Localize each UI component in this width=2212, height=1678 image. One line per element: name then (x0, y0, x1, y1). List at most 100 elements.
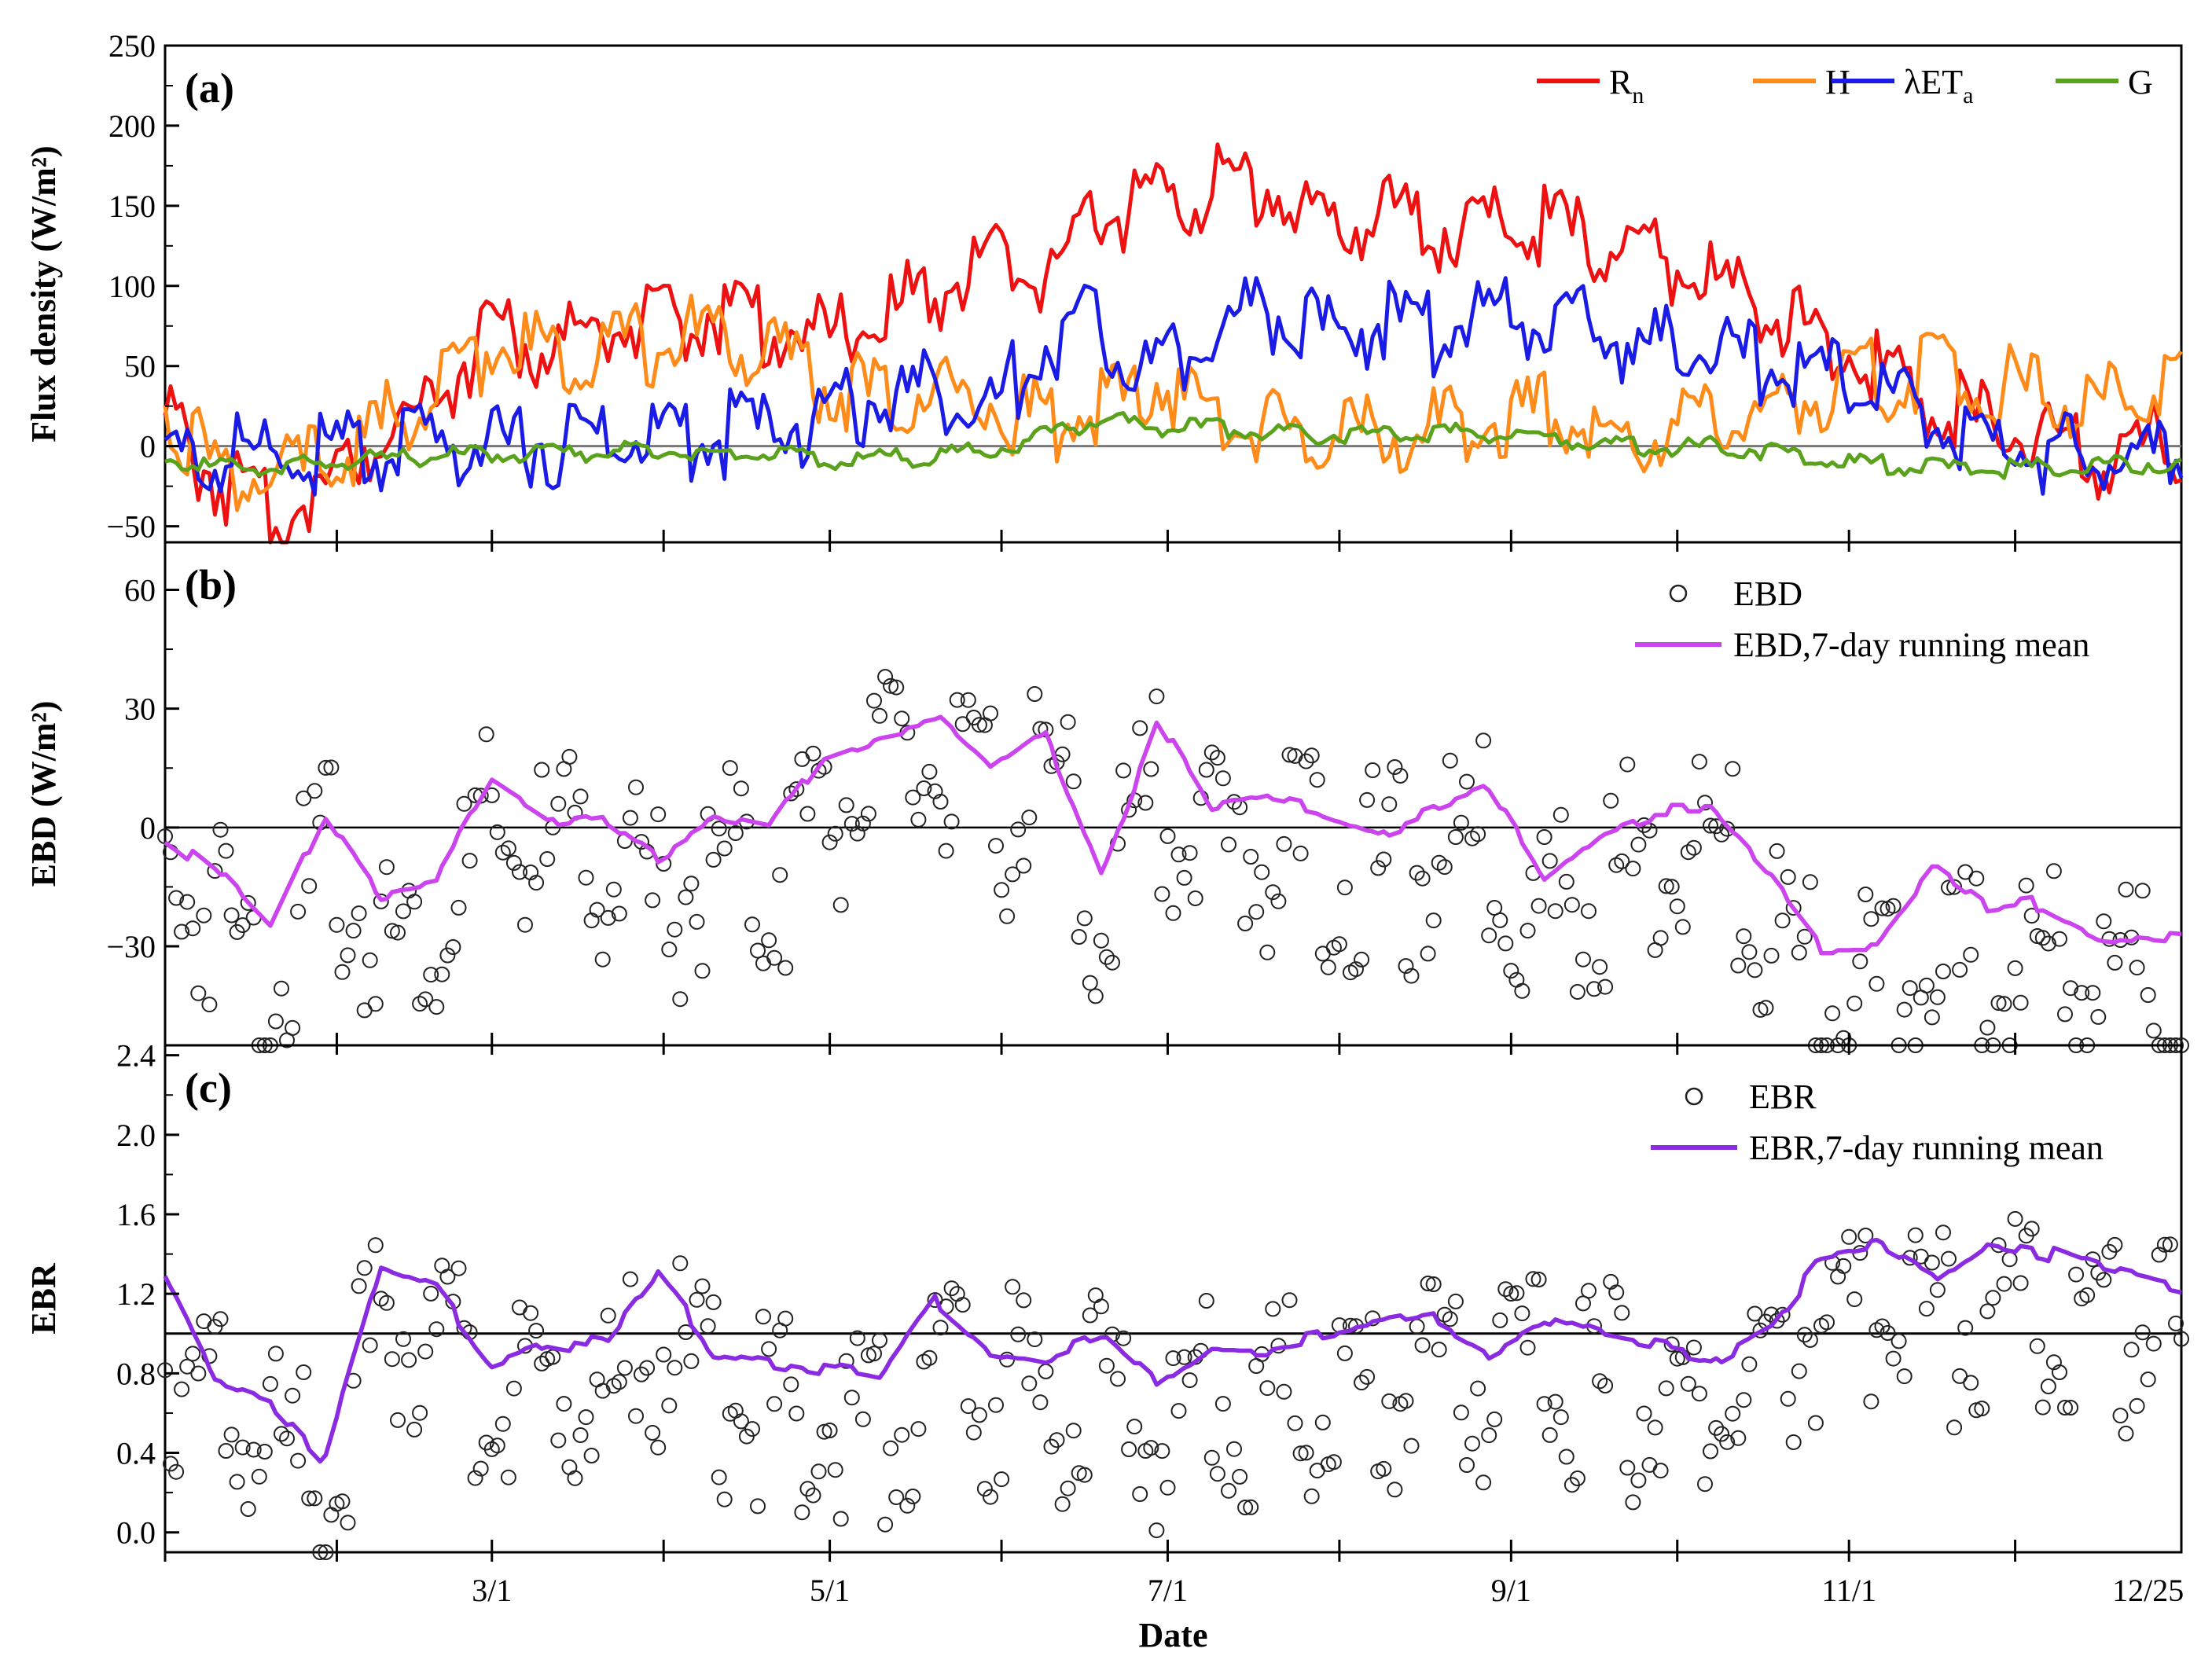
legend-label-subscript: n (1632, 83, 1644, 108)
data-point (965, 1424, 982, 1441)
data-point (849, 1330, 865, 1346)
data-point (2029, 1338, 2045, 1354)
y-tick-label: 2.4 (116, 1038, 156, 1074)
data-point (711, 821, 727, 837)
data-point (799, 806, 816, 822)
data-point (1796, 1327, 1813, 1343)
data-point (838, 797, 854, 813)
data-point (1265, 1301, 1281, 1317)
data-point (1492, 912, 1508, 928)
data-point (1442, 1311, 1458, 1327)
data-point (190, 985, 207, 1001)
data-point (1791, 1363, 1807, 1379)
data-point (716, 1491, 733, 1507)
data-point (2107, 1236, 2123, 1253)
data-point (267, 1013, 284, 1030)
data-point (832, 897, 849, 913)
data-point (1807, 1415, 1824, 1431)
data-point (1198, 762, 1214, 778)
y-tick-label: −30 (106, 929, 156, 964)
data-point (905, 1489, 921, 1504)
data-point (534, 762, 550, 778)
data-point (1719, 821, 1736, 837)
data-point (1663, 1336, 1680, 1353)
data-point (351, 905, 367, 922)
data-point (572, 788, 589, 805)
data-point (1010, 1326, 1027, 1342)
data-point (2068, 1266, 2085, 1283)
data-point (373, 893, 389, 909)
data-point (378, 859, 395, 876)
data-point (1442, 752, 1458, 769)
data-point (661, 1397, 678, 1414)
data-point (667, 1360, 683, 1376)
data-point (788, 781, 805, 798)
data-point (1802, 1331, 1818, 1348)
data-point (1132, 720, 1148, 736)
y-tick-label: 0.8 (116, 1356, 156, 1391)
data-point (872, 707, 887, 724)
data-point (489, 824, 505, 840)
y-tick-label: 0 (140, 810, 156, 846)
data-point (750, 942, 766, 959)
data-point (1896, 1001, 1913, 1018)
data-point (2145, 1023, 2162, 1039)
data-point (1625, 861, 1641, 877)
data-point (1276, 1383, 1292, 1400)
data-point (678, 1324, 694, 1340)
data-point (1514, 982, 1530, 999)
data-point (1181, 845, 1198, 861)
data-point (1243, 1499, 1259, 1515)
data-point (163, 1456, 178, 1472)
data-point (1110, 1371, 1126, 1387)
data-point (1658, 878, 1674, 894)
data-point (1581, 1283, 1597, 1299)
data-point (932, 794, 949, 810)
data-point (1470, 826, 1486, 843)
panel-b-legend: EBD EBD,7-day running mean (1635, 575, 2089, 664)
data-point (1625, 1494, 1641, 1511)
data-point (1126, 1419, 1143, 1435)
data-point (1680, 1375, 1696, 1392)
data-point (1265, 884, 1281, 901)
data-point (1785, 1434, 1802, 1450)
data-point (1148, 1522, 1165, 1539)
data-point (1691, 1386, 1707, 1402)
data-point (971, 1407, 987, 1423)
data-point (1148, 688, 1165, 705)
data-point (1846, 995, 1863, 1012)
data-point (1497, 935, 1514, 952)
data-point (2090, 1008, 2107, 1025)
data-point (766, 1396, 783, 1412)
data-point (1658, 1380, 1674, 1397)
data-point (1747, 962, 1763, 979)
data-point (854, 1411, 871, 1427)
data-point (1569, 984, 1586, 1000)
data-point (1752, 1322, 1769, 1338)
data-point (744, 1421, 760, 1437)
data-point (390, 1412, 406, 1428)
data-point (240, 1501, 256, 1517)
data-point (1359, 791, 1376, 808)
data-point (439, 947, 456, 964)
data-point (1143, 1440, 1159, 1456)
data-point (2063, 1400, 2079, 1415)
data-point (2096, 913, 2112, 930)
data-point (1835, 1258, 1852, 1274)
data-point (689, 913, 705, 930)
data-point (639, 1360, 656, 1376)
data-point (356, 1260, 373, 1276)
data-point (661, 942, 678, 957)
data-point (1221, 1482, 1236, 1499)
data-point (983, 705, 998, 722)
data-point (578, 1409, 594, 1426)
data-point (943, 1280, 960, 1297)
data-point (1387, 1482, 1403, 1498)
data-point (1370, 860, 1387, 876)
data-point (1852, 953, 1868, 970)
data-point (2151, 1247, 2167, 1263)
data-point (318, 1544, 334, 1560)
data-point (1237, 916, 1254, 931)
data-point (1879, 1325, 1896, 1341)
data-point (1536, 1396, 1552, 1412)
